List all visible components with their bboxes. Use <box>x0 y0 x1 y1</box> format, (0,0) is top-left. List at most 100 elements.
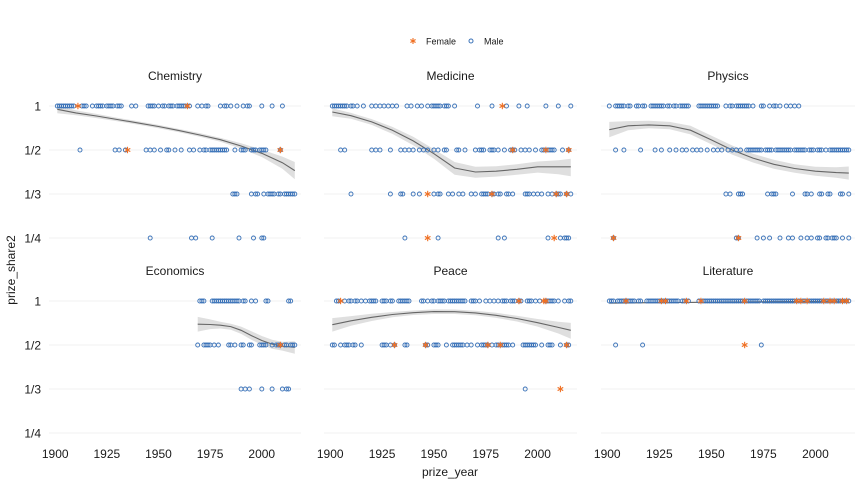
legend-entry-female: Female <box>410 37 456 47</box>
male-point <box>504 342 509 348</box>
legend-male-symbol <box>468 38 474 44</box>
female-point <box>277 146 284 154</box>
male-point <box>168 103 174 109</box>
male-point <box>704 147 710 153</box>
male-point <box>288 298 294 304</box>
female-point <box>497 341 504 349</box>
male-point <box>348 191 354 197</box>
male-point <box>844 147 850 153</box>
male-point <box>248 342 254 348</box>
y-tick-label: 1/2 <box>24 339 41 353</box>
male-point <box>472 191 478 197</box>
female-point <box>820 297 827 305</box>
male-point <box>98 103 104 109</box>
male-point <box>790 235 795 241</box>
male-point <box>116 147 122 153</box>
male-point <box>800 147 806 153</box>
male-point <box>754 298 760 304</box>
male-point <box>222 147 228 153</box>
male-point <box>537 298 543 304</box>
panel-physics: Physics <box>601 69 855 242</box>
male-point <box>833 235 839 241</box>
male-point <box>381 342 387 348</box>
male-point <box>629 298 635 304</box>
male-point <box>767 147 773 153</box>
male-point <box>443 103 449 109</box>
male-point <box>652 147 658 153</box>
female-point <box>741 341 748 349</box>
male-point <box>118 103 124 109</box>
facet-panels: Chemistry 1 1/2 1/3 1/4 Medicine Physics Econom… <box>24 69 855 461</box>
male-point <box>373 298 379 304</box>
male-point <box>846 235 852 241</box>
male-point <box>279 103 285 109</box>
female-point <box>277 341 284 349</box>
male-point <box>275 191 281 197</box>
male-point <box>371 298 377 304</box>
male-point <box>292 342 298 348</box>
male-point <box>638 147 644 153</box>
male-point <box>435 191 441 197</box>
panel-literature: Literature 1900 1925 1950 1975 2000 <box>594 264 855 461</box>
male-point <box>410 147 416 153</box>
male-point <box>344 342 350 348</box>
male-point <box>773 191 779 197</box>
male-point <box>404 298 410 304</box>
y-tick-label: 1/2 <box>24 144 41 158</box>
male-point <box>263 342 269 348</box>
female-point <box>563 190 570 198</box>
panel-peace: Peace 1900 1925 1950 1975 2000 <box>317 264 577 461</box>
female-point <box>557 385 564 393</box>
panel-chemistry: Chemistry 1 1/2 1/3 1/4 <box>24 69 301 246</box>
male-point <box>286 386 292 392</box>
x-tick-label: 1900 <box>317 447 344 461</box>
male-point <box>462 147 468 153</box>
female-point <box>484 341 491 349</box>
female-point <box>391 341 398 349</box>
male-point <box>825 191 831 197</box>
male-point <box>549 298 555 304</box>
male-point <box>203 103 209 109</box>
male-point <box>777 103 783 109</box>
male-point <box>69 103 75 109</box>
x-tick-label: 1925 <box>646 447 673 461</box>
male-point <box>234 103 240 109</box>
male-point <box>406 298 412 304</box>
male-point <box>510 298 516 304</box>
male-point <box>224 147 230 153</box>
male-point <box>754 235 760 241</box>
male-point <box>501 147 507 153</box>
male-point <box>543 103 549 109</box>
male-point <box>667 147 673 153</box>
male-point <box>771 103 777 109</box>
male-point <box>665 103 671 109</box>
male-point <box>253 298 259 304</box>
male-point <box>441 147 447 153</box>
male-point <box>802 191 808 197</box>
male-point <box>785 147 791 153</box>
male-point <box>475 103 480 109</box>
male-point <box>489 147 495 153</box>
female-point <box>797 297 804 305</box>
male-point <box>201 298 207 304</box>
male-point <box>608 298 614 304</box>
male-point <box>246 386 252 392</box>
male-point <box>236 235 242 241</box>
male-point <box>524 191 530 197</box>
male-point <box>526 147 532 153</box>
female-point <box>735 234 742 242</box>
male-point <box>290 191 296 197</box>
female-point <box>74 102 81 110</box>
male-point <box>402 342 408 348</box>
male-point <box>835 298 841 304</box>
male-point <box>715 103 721 109</box>
male-point <box>226 342 232 348</box>
y-tick-label: 1/4 <box>24 427 41 441</box>
male-point <box>456 147 462 153</box>
male-point <box>215 342 221 348</box>
male-point <box>533 342 538 348</box>
male-point <box>240 298 246 304</box>
male-point <box>71 103 77 109</box>
male-point <box>450 191 456 197</box>
